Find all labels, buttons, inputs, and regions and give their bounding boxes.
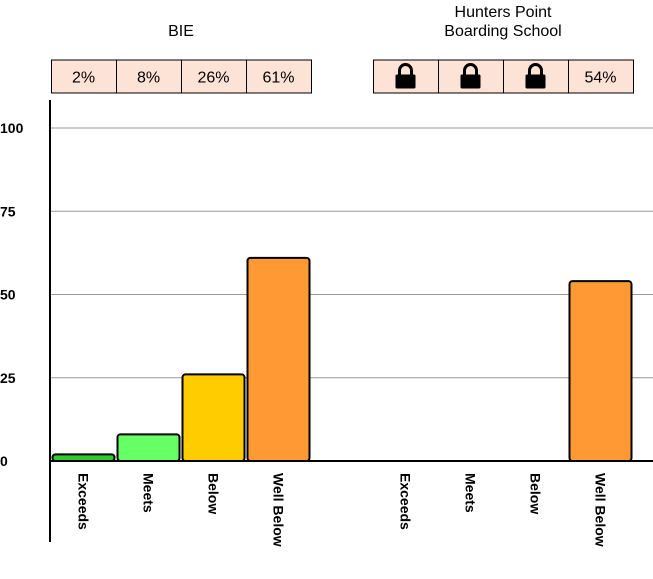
group-title: BIE — [168, 23, 194, 40]
bar — [51, 453, 116, 462]
percent-box — [568, 59, 634, 94]
percent-box — [51, 59, 117, 94]
percent-box — [246, 59, 312, 94]
x-category-label: Exceeds — [398, 473, 414, 530]
percent-label: 26% — [197, 70, 229, 87]
percent-label: 8% — [137, 70, 160, 87]
group-title: Hunters Point — [455, 4, 552, 21]
x-category-label: Meets — [463, 473, 479, 513]
y-tick-label: 50 — [0, 287, 16, 303]
x-category-label: Well Below — [593, 473, 609, 547]
x-category-label: Below — [528, 473, 544, 514]
lock-icon — [395, 63, 416, 89]
group-title: Boarding School — [444, 23, 561, 40]
y-tick-label: 75 — [0, 203, 16, 219]
x-category-label: Well Below — [271, 473, 287, 547]
lock-icon — [460, 63, 481, 89]
bar — [568, 280, 633, 462]
bar — [246, 256, 311, 462]
x-category-label: Meets — [141, 473, 157, 513]
lock-icon — [525, 63, 546, 89]
y-tick-label: 100 — [0, 120, 24, 136]
percent-label: 61% — [262, 70, 294, 87]
x-category-label: Exceeds — [76, 473, 92, 530]
y-tick-label: 0 — [0, 453, 8, 469]
x-category-label: Below — [206, 473, 222, 514]
bar — [116, 433, 181, 462]
percent-label: 2% — [72, 70, 95, 87]
bar — [181, 373, 246, 463]
y-tick-label: 25 — [0, 370, 16, 386]
percent-label: 54% — [584, 70, 616, 87]
